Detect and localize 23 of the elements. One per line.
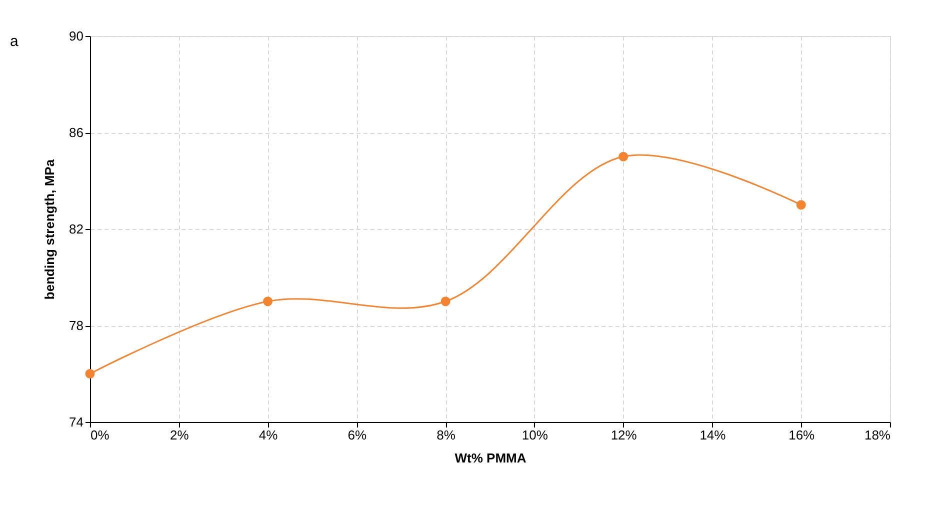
y-tick-label: 78	[69, 318, 84, 333]
y-tick-label: 90	[69, 28, 84, 44]
x-tick-label: 12%	[610, 428, 638, 442]
x-tick-label: 10%	[522, 428, 548, 442]
x-tick-label: 16%	[788, 428, 816, 442]
x-tick-label: 4%	[258, 428, 278, 442]
point	[796, 200, 806, 210]
y-tick-label: 86	[69, 125, 84, 140]
x-tick-label: 8%	[436, 428, 456, 442]
y-axis-title: bending strength, MPa	[42, 158, 58, 300]
y-tick-label: 74	[69, 414, 84, 430]
x-tick-label: 2%	[170, 428, 190, 442]
point	[618, 152, 628, 162]
point	[263, 296, 273, 306]
x-tick-label: 14%	[700, 428, 726, 442]
x-tick-label: 6%	[348, 428, 367, 442]
x-tick-label: 0%	[90, 428, 110, 442]
point	[85, 369, 95, 378]
point	[440, 296, 450, 306]
x-axis-title: Wt% PMMA	[454, 450, 527, 466]
text: a	[10, 33, 19, 50]
y-tick-label: 82	[69, 222, 84, 236]
x-tick-label: 18%	[864, 428, 891, 442]
